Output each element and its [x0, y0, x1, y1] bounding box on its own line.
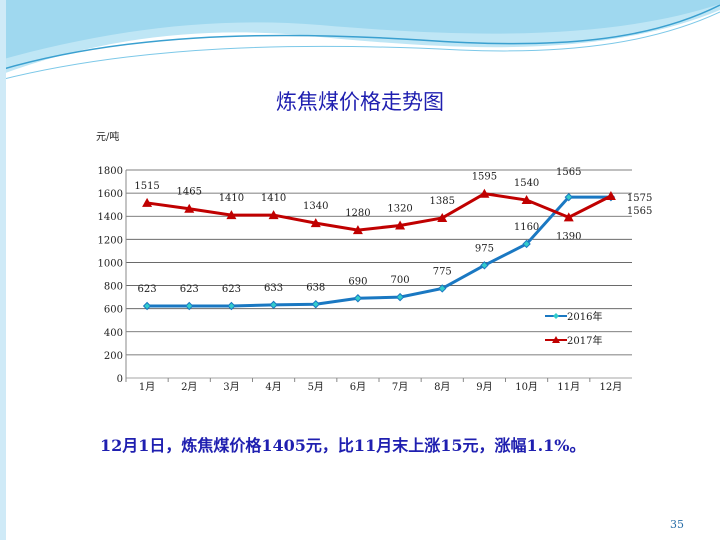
y-tick-label: 1600 [98, 189, 123, 200]
x-tick-label: 9月 [476, 381, 492, 393]
data-label: 1340 [303, 201, 328, 212]
data-label: 975 [475, 243, 494, 254]
data-point [142, 301, 152, 311]
data-label: 638 [306, 282, 325, 293]
y-tick-label: 1800 [98, 166, 123, 177]
x-tick-label: 4月 [265, 381, 281, 393]
y-tick-label: 1200 [98, 235, 123, 246]
x-tick-label: 11月 [557, 381, 580, 393]
legend-label: 2017年 [567, 334, 602, 347]
data-point [310, 218, 321, 228]
y-axis-unit: 元/吨 [96, 132, 120, 143]
y-tick-label: 600 [104, 305, 123, 316]
data-label: 775 [433, 266, 452, 277]
x-tick-label: 3月 [223, 381, 239, 393]
data-point [227, 301, 236, 311]
page-number: 35 [670, 518, 684, 531]
legend-label: 2016年 [567, 310, 602, 323]
legend-marker [553, 313, 559, 319]
x-tick-label: 7月 [392, 381, 408, 393]
data-point [438, 284, 447, 293]
data-point [564, 192, 573, 202]
data-label: 1280 [345, 208, 370, 219]
y-tick-label: 1000 [98, 258, 123, 269]
data-label: 623 [222, 284, 241, 295]
x-tick-label: 12月 [600, 381, 623, 393]
x-tick-label: 1月 [139, 381, 155, 393]
data-label: 1565 [556, 167, 581, 178]
data-label: 623 [180, 284, 199, 295]
x-tick-label: 5月 [308, 381, 324, 393]
series-line-2017年 [146, 192, 612, 232]
legend-marker [552, 336, 560, 343]
data-point [353, 294, 363, 303]
data-label: 1390 [556, 231, 581, 242]
data-label: 1320 [387, 203, 412, 214]
y-tick-label: 800 [104, 282, 123, 293]
data-point [395, 292, 405, 302]
data-label: 1160 [514, 222, 539, 233]
data-point [142, 197, 153, 207]
data-point [311, 300, 320, 309]
data-label: 1540 [514, 178, 539, 189]
data-label: 623 [138, 284, 157, 295]
data-point [479, 188, 490, 198]
data-point [352, 225, 363, 235]
series-line-2016年 [147, 195, 611, 308]
y-tick-label: 1400 [98, 212, 123, 223]
data-label: 1565 [627, 206, 652, 217]
data-point [268, 210, 279, 220]
data-label: 633 [264, 283, 283, 294]
data-point [563, 212, 574, 222]
data-label: 700 [391, 275, 410, 286]
data-point [605, 191, 616, 200]
x-tick-label: 6月 [350, 381, 366, 393]
data-point [521, 195, 532, 205]
data-label: 1410 [261, 193, 286, 204]
data-label: 690 [348, 276, 367, 287]
y-tick-label: 400 [104, 328, 123, 339]
x-tick-label: 2月 [181, 381, 197, 393]
data-label: 1465 [177, 187, 202, 198]
data-label: 1595 [472, 172, 497, 183]
y-tick-label: 200 [104, 351, 123, 362]
data-point [184, 203, 195, 213]
summary-note: 12月1日，炼焦煤价格1405元，比11月末上涨15元，涨幅1.1%。 [100, 436, 586, 455]
data-point [522, 239, 531, 249]
data-point [480, 261, 489, 270]
slide-title: 炼焦煤价格走势图 [276, 90, 444, 114]
y-tick-label: 0 [117, 374, 123, 385]
data-label: 1515 [134, 181, 159, 192]
data-point [437, 212, 448, 222]
data-point [395, 220, 406, 230]
x-tick-label: 10月 [515, 381, 538, 393]
x-tick-label: 8月 [434, 381, 450, 393]
data-label: 1385 [430, 196, 455, 207]
data-label: 1410 [219, 193, 244, 204]
data-point [185, 301, 194, 311]
data-label: 1575 [627, 193, 652, 204]
data-point [269, 300, 278, 310]
data-point [226, 210, 237, 220]
